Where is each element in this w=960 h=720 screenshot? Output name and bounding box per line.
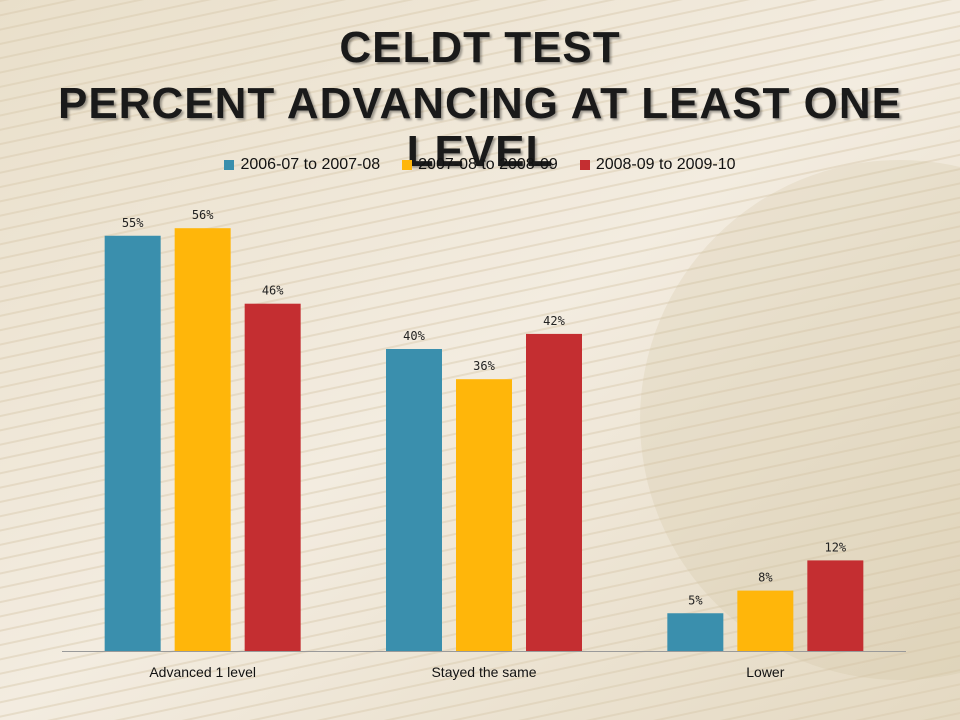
bar-1-2 bbox=[174, 228, 231, 651]
legend-swatch bbox=[402, 160, 413, 170]
data-label: 36% bbox=[473, 359, 495, 373]
legend-swatch bbox=[224, 160, 235, 170]
data-label: 12% bbox=[824, 540, 846, 554]
bar-2-1 bbox=[386, 349, 442, 651]
legend-item-1: 2006-07 to 2007-08 bbox=[224, 156, 380, 174]
bar-1-3 bbox=[244, 303, 301, 651]
data-label: 5% bbox=[688, 593, 703, 607]
data-label: 40% bbox=[403, 329, 425, 343]
chart-legend: 2006-07 to 2007-08 2007-08 to 2008-09 2008… bbox=[0, 156, 960, 174]
legend-label: 2008-09 to 2009-10 bbox=[595, 156, 736, 173]
x-tick-label: Advanced 1 level bbox=[149, 664, 256, 680]
legend-item-2: 2007-08 to 2008-09 bbox=[402, 156, 558, 174]
legend-label: 2006-07 to 2007-08 bbox=[240, 156, 381, 173]
data-label: 56% bbox=[192, 208, 214, 222]
x-tick-label: Lower bbox=[746, 664, 784, 680]
slide-title-line-1: CELDT TEST bbox=[339, 23, 621, 72]
bar-3-3 bbox=[807, 560, 864, 651]
data-label: 42% bbox=[543, 314, 565, 328]
legend-item-3: 2008-09 to 2009-10 bbox=[579, 156, 736, 174]
bar-3-2 bbox=[737, 590, 794, 651]
data-label: 55% bbox=[122, 216, 144, 230]
legend-swatch bbox=[579, 160, 590, 170]
data-label: 8% bbox=[758, 571, 773, 585]
slide-title-line-2: PERCENT ADVANCING AT LEAST ONE LEVEL bbox=[57, 79, 903, 176]
legend-label: 2007-08 to 2008-09 bbox=[418, 156, 558, 173]
bar-3-1 bbox=[667, 613, 724, 651]
x-tick-label: Stayed the same bbox=[431, 664, 536, 680]
bar-2-2 bbox=[456, 379, 512, 651]
bar-1-1 bbox=[104, 235, 161, 651]
data-label: 46% bbox=[262, 284, 284, 298]
bar-2-3 bbox=[526, 333, 582, 651]
